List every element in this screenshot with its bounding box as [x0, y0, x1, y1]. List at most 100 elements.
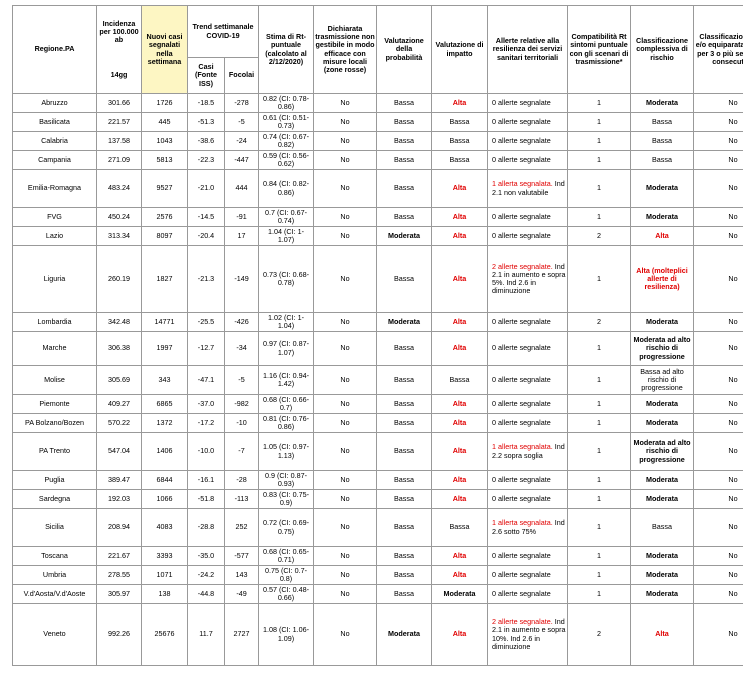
classificazione-cell: Bassa — [630, 508, 695, 547]
impatto-cell: Alta — [431, 245, 489, 313]
compatibilita-cell: 2 — [567, 312, 632, 332]
incidenza-cell: 409.27 — [96, 394, 142, 414]
allerte-cell: 0 allerte segnalate — [487, 131, 569, 151]
classificazione-cell: Alta — [630, 226, 695, 246]
trasmissione-cell: No — [313, 508, 378, 547]
impatto-cell: Alta — [431, 413, 489, 433]
trend-casi-cell: -10.0 — [187, 432, 225, 471]
trend-focolai-cell: -5 — [223, 365, 260, 395]
probabilita-cell: Bassa — [376, 245, 433, 313]
table-row: FVG 450.24 2576 -14.5 -91 0.7 (CI: 0.67-0.74)… — [12, 207, 743, 227]
incidenza-cell: 278.55 — [96, 565, 142, 585]
trasmissione-cell: No — [313, 470, 378, 490]
impatto-cell: Alta — [431, 546, 489, 566]
region-cell: Puglia — [12, 470, 97, 490]
allerte-cell: 2 allerte segnalate. Ind 2.1 in aumento … — [487, 603, 569, 666]
rt-cell: 0.59 (CI: 0.56-0.62) — [258, 150, 315, 170]
region-cell: Lazio — [12, 226, 97, 246]
trasmissione-cell: No — [313, 207, 378, 227]
allerte-cell: 0 allerte segnalate — [487, 226, 569, 246]
incidenza-cell: 450.24 — [96, 207, 142, 227]
trend-focolai-cell: 444 — [223, 169, 260, 208]
trend-focolai-cell: -278 — [223, 93, 260, 113]
probabilita-cell: Bassa — [376, 489, 433, 509]
incidenza-cell: 992.26 — [96, 603, 142, 666]
trend-casi-cell: -16.1 — [187, 470, 225, 490]
region-cell: Liguria — [12, 245, 97, 313]
alta-3-settimane-cell: No — [693, 131, 743, 151]
alta-3-settimane-cell: No — [693, 93, 743, 113]
allerte-cell: 0 allerte segnalate — [487, 489, 569, 509]
trend-focolai-cell: -91 — [223, 207, 260, 227]
trend-casi-cell: -51.8 — [187, 489, 225, 509]
probabilita-cell: Bassa — [376, 207, 433, 227]
compatibilita-cell: 1 — [567, 93, 632, 113]
table-row: Campania 271.09 5813 -22.3 -447 0.59 (CI: 0.5… — [12, 150, 743, 170]
impatto-cell: Bassa — [431, 365, 489, 395]
allerte-cell: 0 allerte segnalate — [487, 546, 569, 566]
alta-3-settimane-cell: No — [693, 112, 743, 132]
classificazione-cell: Moderata ad alto rischio di progressione — [630, 432, 695, 471]
compatibilita-cell: 1 — [567, 413, 632, 433]
rt-cell: 0.7 (CI: 0.67-0.74) — [258, 207, 315, 227]
allerte-cell: 0 allerte segnalate — [487, 565, 569, 585]
trend-focolai-cell: -7 — [223, 432, 260, 471]
alta-3-settimane-cell: No — [693, 508, 743, 547]
impatto-cell: Alta — [431, 565, 489, 585]
trend-casi-cell: -18.5 — [187, 93, 225, 113]
header-compatibilita: Compatibilità Rt sintomi puntuale con gl… — [567, 5, 632, 94]
trasmissione-cell: No — [313, 169, 378, 208]
header-allerte: Allerte relative alla resilienza dei ser… — [487, 5, 569, 94]
trend-casi-cell: 11.7 — [187, 603, 225, 666]
header-probabilita: Valutazione della probabilità — [376, 5, 433, 94]
incidenza-cell: 208.94 — [96, 508, 142, 547]
rt-cell: 1.05 (CI: 0.97-1.13) — [258, 432, 315, 471]
incidenza-cell: 483.24 — [96, 169, 142, 208]
impatto-cell: Alta — [431, 331, 489, 366]
probabilita-cell: Bassa — [376, 169, 433, 208]
alta-3-settimane-cell: No — [693, 565, 743, 585]
allerte-cell: 0 allerte segnalate — [487, 312, 569, 332]
probabilita-cell: Bassa — [376, 546, 433, 566]
nuovi-casi-cell: 9527 — [141, 169, 188, 208]
probabilita-cell: Moderata — [376, 226, 433, 246]
header-rt: Stima di Rt-puntuale (calcolato al 2/12/… — [258, 5, 315, 94]
compatibilita-cell: 1 — [567, 584, 632, 604]
table-row: Emilia-Romagna 483.24 9527 -21.0 444 0.84 (CI… — [12, 169, 743, 208]
compatibilita-cell: 2 — [567, 226, 632, 246]
allerte-cell: 0 allerte segnalate — [487, 112, 569, 132]
incidenza-cell: 389.47 — [96, 470, 142, 490]
alta-3-settimane-cell: No — [693, 312, 743, 332]
trend-casi-cell: -22.3 — [187, 150, 225, 170]
region-cell: Campania — [12, 150, 97, 170]
rt-cell: 0.73 (CI: 0.68-0.78) — [258, 245, 315, 313]
nuovi-casi-cell: 1997 — [141, 331, 188, 366]
header-classificazione: Classificazione complessiva di rischio — [630, 5, 695, 94]
alta-3-settimane-cell: No — [693, 489, 743, 509]
nuovi-casi-cell: 1726 — [141, 93, 188, 113]
incidenza-cell: 301.66 — [96, 93, 142, 113]
rt-cell: 0.81 (CI: 0.76-0.86) — [258, 413, 315, 433]
classificazione-cell: Bassa — [630, 150, 695, 170]
alta-3-settimane-cell: No — [693, 413, 743, 433]
impatto-cell: Bassa — [431, 150, 489, 170]
table-body: Abruzzo 301.66 1726 -18.5 -278 0.82 (CI: 0.78… — [12, 93, 743, 666]
impatto-cell: Bassa — [431, 112, 489, 132]
alta-3-settimane-cell: No — [693, 150, 743, 170]
compatibilita-cell: 1 — [567, 565, 632, 585]
region-cell: Umbria — [12, 565, 97, 585]
nuovi-casi-cell: 4083 — [141, 508, 188, 547]
incidenza-cell: 342.48 — [96, 312, 142, 332]
trend-casi-cell: -47.1 — [187, 365, 225, 395]
probabilita-cell: Moderata — [376, 312, 433, 332]
table-row: PA Bolzano/Bozen 570.22 1372 -17.2 -10 0.81 (… — [12, 413, 743, 433]
alta-3-settimane-cell: No — [693, 584, 743, 604]
alta-3-settimane-cell: No — [693, 331, 743, 366]
trasmissione-cell: No — [313, 546, 378, 566]
alta-3-settimane-cell: No — [693, 432, 743, 471]
probabilita-cell: Bassa — [376, 112, 433, 132]
incidenza-cell: 271.09 — [96, 150, 142, 170]
rt-cell: 1.02 (CI: 1-1.04) — [258, 312, 315, 332]
header-trasmissione: Dichiarata trasmissione non gestibile in… — [313, 5, 378, 94]
nuovi-casi-cell: 1043 — [141, 131, 188, 151]
